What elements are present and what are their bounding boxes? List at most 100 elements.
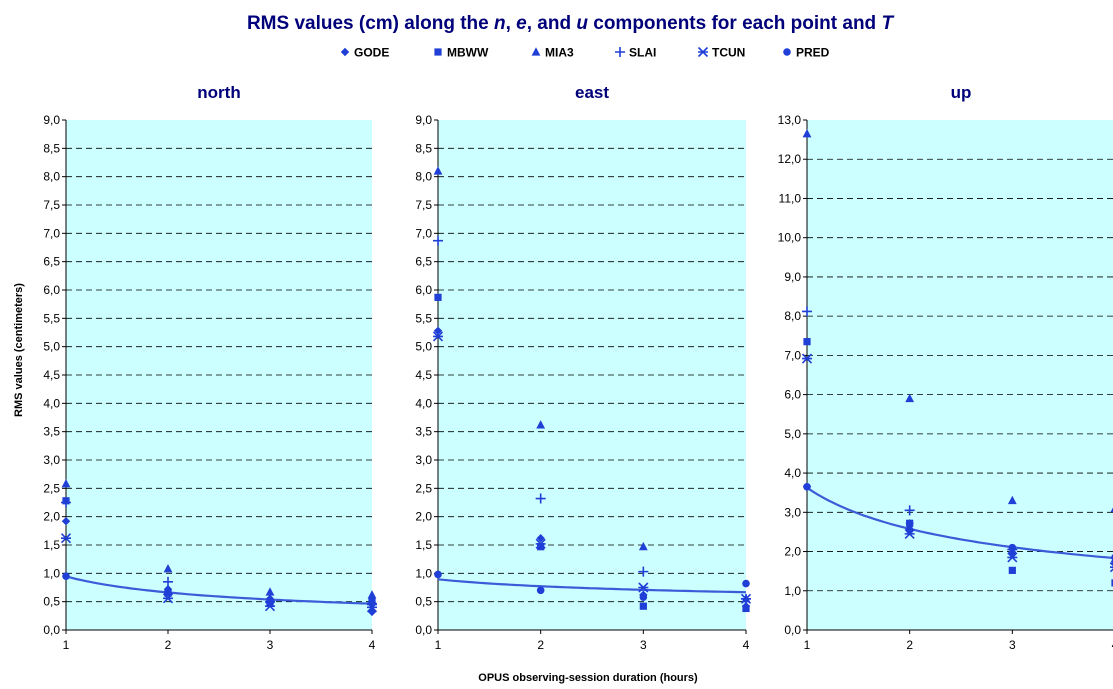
point-mia3: [265, 587, 275, 596]
y-tick-label: 2,0: [415, 510, 432, 524]
y-tick-label: 2,5: [415, 481, 432, 495]
point-slai: [638, 566, 649, 577]
legend-marker-gode: [340, 47, 350, 57]
y-tick-label: 5,0: [784, 427, 801, 441]
y-tick-label: 4,0: [415, 396, 432, 410]
x-tick-label: 2: [165, 638, 172, 652]
trendline-up: [806, 486, 1113, 560]
y-tick-label: 3,0: [43, 453, 60, 467]
y-tick-label: 10,0: [778, 231, 802, 245]
y-tick-label: 3,5: [43, 425, 60, 439]
point-pred: [803, 483, 811, 491]
y-tick-label: 2,0: [43, 510, 60, 524]
point-tcun: [264, 601, 276, 612]
y-tick-label: 1,5: [415, 538, 432, 552]
point-mia3: [536, 420, 546, 429]
panel-up: up 0,0 1,0 2,0 3,0 4,0 5,0 6,0 7,0 8,0 9,0 10,0 11,0…: [778, 83, 1113, 652]
legend-label-slai: SLAI: [629, 46, 656, 60]
y-tick-label: 1,5: [43, 538, 60, 552]
point-mia3: [433, 166, 443, 175]
y-tick-label: 0,0: [43, 623, 60, 637]
y-tick-label: 6,0: [784, 388, 801, 402]
x-axis-title: OPUS observing-session duration (hours): [478, 672, 698, 684]
legend-label-tcun: TCUN: [712, 46, 745, 60]
x-tick-label: 1: [804, 638, 811, 652]
point-pred: [266, 596, 274, 604]
y-tick-label: 5,5: [415, 311, 432, 325]
point-mia3: [905, 393, 915, 403]
y-tick-label: 9,0: [415, 113, 432, 127]
title-part-0: RMS values (cm) along the: [247, 13, 494, 34]
legend-label-pred: PRED: [796, 46, 830, 60]
y-tick-label: 4,0: [43, 396, 60, 410]
point-tcun: [1007, 552, 1018, 563]
y-tick-label: 1,0: [784, 584, 801, 598]
y-tick-label: 9,0: [43, 113, 60, 127]
y-tick-label: 4,0: [784, 466, 801, 480]
panel-title-north: north: [197, 83, 240, 102]
point-mbww: [639, 602, 647, 610]
x-tick-label: 3: [267, 638, 274, 652]
x-tick-label: 4: [743, 638, 750, 652]
point-pred: [164, 588, 172, 597]
point-slai: [163, 576, 173, 587]
x-tick-label: 2: [537, 638, 544, 652]
y-tick-label: 4,5: [415, 368, 432, 382]
y-tick-label: 7,0: [43, 226, 60, 240]
point-pred: [905, 526, 914, 534]
legend-label-gode: GODE: [354, 46, 389, 60]
title-part-3: e: [516, 13, 527, 34]
point-mbww: [803, 338, 811, 346]
point-slai: [802, 306, 812, 317]
point-mia3: [367, 590, 377, 599]
y-tick-label: 0,5: [43, 595, 60, 609]
y-tick-label: 7,5: [43, 198, 60, 212]
plot-area-up: [807, 120, 1113, 630]
point-pred: [639, 593, 648, 601]
y-tick-label: 5,0: [43, 340, 60, 354]
point-mia3: [1110, 507, 1113, 512]
point-slai: [535, 493, 546, 504]
legend-marker-slai: [615, 47, 625, 57]
point-mbww: [537, 543, 545, 551]
y-tick-label: 6,5: [415, 255, 432, 269]
point-gode: [61, 517, 71, 526]
y-axis-title: RMS values (centimeters): [13, 283, 25, 417]
point-slai: [61, 497, 71, 508]
y-tick-label: 1,0: [43, 566, 60, 580]
point-mia3: [1007, 495, 1017, 505]
point-mia3: [61, 479, 71, 488]
x-tick-label: 1: [63, 638, 70, 652]
point-tcun: [740, 593, 752, 604]
y-tick-label: 13,0: [778, 113, 802, 127]
y-tick-label: 8,0: [415, 170, 432, 184]
point-mbww: [1111, 579, 1113, 587]
title-part-5: u: [576, 13, 588, 34]
y-tick-label: 7,5: [415, 198, 432, 212]
y-tick-label: 8,0: [784, 309, 801, 323]
y-tick-label: 8,0: [43, 170, 60, 184]
y-tick-label: 0,5: [415, 595, 432, 609]
trendline-north: [65, 575, 373, 605]
y-tick-label: 4,5: [43, 368, 60, 382]
y-tick-label: 6,5: [43, 255, 60, 269]
x-tick-label: 2: [906, 638, 913, 652]
point-tcun: [432, 331, 444, 342]
y-tick-label: 7,0: [784, 348, 801, 362]
x-tick-label: 3: [640, 638, 647, 652]
panel-title-up: up: [951, 83, 972, 102]
point-gode: [1110, 559, 1113, 564]
x-tick-label: 4: [369, 638, 376, 652]
point-pred: [742, 579, 750, 588]
y-tick-label: 9,0: [784, 270, 801, 284]
x-tick-label: 4: [1112, 638, 1113, 652]
point-mia3: [163, 564, 173, 573]
point-gode: [536, 534, 545, 543]
y-tick-label: 3,0: [415, 453, 432, 467]
panel-north: north 0,0 0,5 1,0 1,5 2,0 2,5 3,0 3,5 4,0 4,5 5,0 5,…: [43, 83, 378, 652]
legend-marker-pred: [783, 48, 791, 56]
title-part-1: n: [494, 13, 506, 34]
point-tcun: [535, 538, 546, 549]
point-mbww: [906, 519, 914, 527]
